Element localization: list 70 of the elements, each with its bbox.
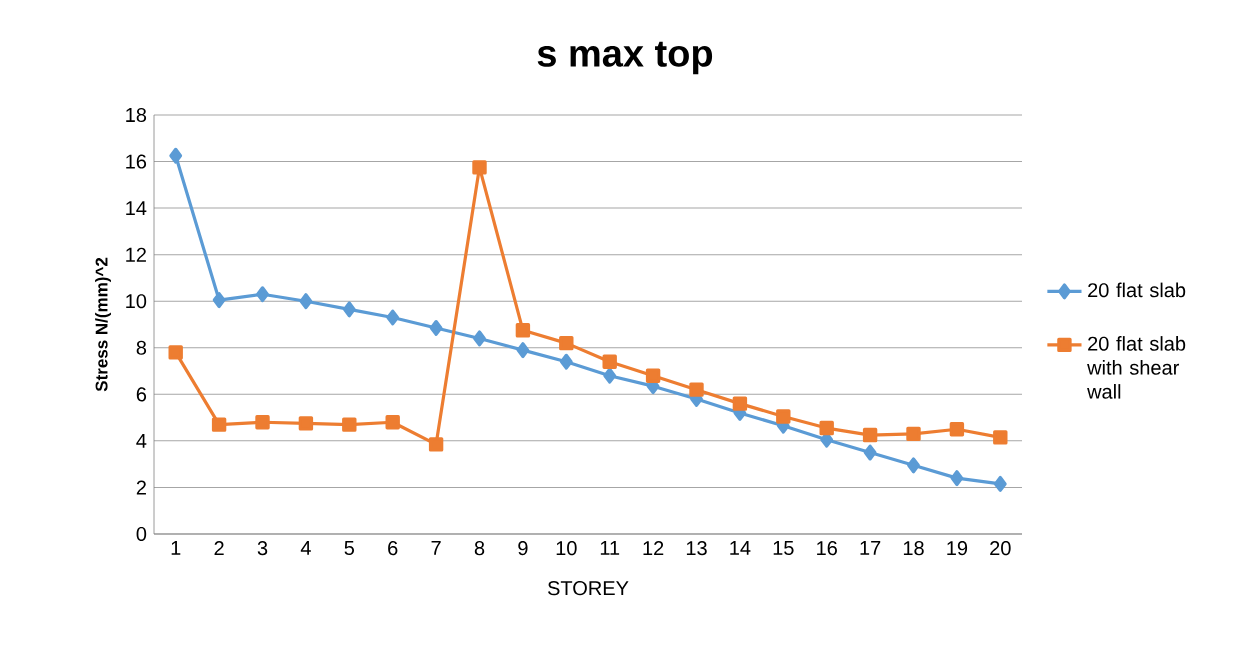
point [776,409,791,424]
y-tick-label: 12 [126,247,146,262]
y-tick-label: 2 [136,480,146,495]
point [907,457,920,474]
y-tick-label: 4 [136,433,147,448]
x-tick-label: 4 [300,541,311,555]
x-tick-label: 5 [344,541,355,555]
y-tick-label: 6 [136,387,147,402]
chart-title: s max top [537,41,713,75]
y-tick-label: 0 [136,526,147,542]
point [299,293,313,310]
point [559,353,573,370]
point [211,417,227,432]
point [169,147,183,164]
point [298,416,314,431]
point [993,475,1007,492]
x-tick-label: 15 [773,541,794,555]
point [385,415,400,430]
point [689,382,704,397]
point [645,368,661,383]
y-tick-label: 10 [126,294,147,309]
legend-label: 20 flat slab with shear wall [1087,336,1186,399]
x-tick-label: 17 [860,541,881,555]
x-tick-label: 18 [903,541,924,556]
x-tick-label: 20 [990,541,1011,556]
point [386,309,400,326]
x-tick-label: 2 [214,541,224,556]
point [732,396,748,411]
x-tick-label: 16 [817,541,837,556]
point [819,420,834,436]
x-tick-label: 13 [686,541,707,556]
x-tick-label: 14 [730,541,751,555]
y-tick-label: 18 [126,107,147,123]
point [516,342,530,359]
x-tick-label: 12 [643,541,664,556]
x-tick-label: 3 [257,541,268,556]
x-axis-title: STOREY [547,581,629,596]
x-tick-label: 8 [474,541,485,556]
point [863,444,877,461]
point [602,354,617,369]
point [906,426,921,442]
point [472,160,487,175]
x-tick-label: 9 [518,541,528,556]
y-tick-label: 14 [126,201,147,215]
y-tick-label: 16 [126,154,147,169]
point [342,301,356,318]
x-tick-label: 1 [171,541,181,555]
point [949,422,965,437]
y-tick-label: 8 [136,340,147,355]
point [862,427,878,443]
point [255,415,270,430]
x-tick-label: 11 [600,541,620,555]
point [993,430,1008,445]
x-tick-label: 7 [431,541,441,555]
y-axis-title: Stress N/(mm)^2 [95,257,111,392]
point [342,417,357,432]
point [473,330,486,347]
point [428,437,444,452]
point [168,345,183,360]
x-tick-label: 19 [947,541,968,556]
point [559,335,574,351]
x-tick-label: 6 [388,541,398,556]
point [256,286,269,303]
point [212,292,226,309]
legend-label: 20 flat slab [1088,282,1186,298]
point [950,470,964,487]
point [515,323,531,338]
x-tick-label: 10 [556,541,577,556]
point [429,319,443,336]
point [603,367,617,384]
